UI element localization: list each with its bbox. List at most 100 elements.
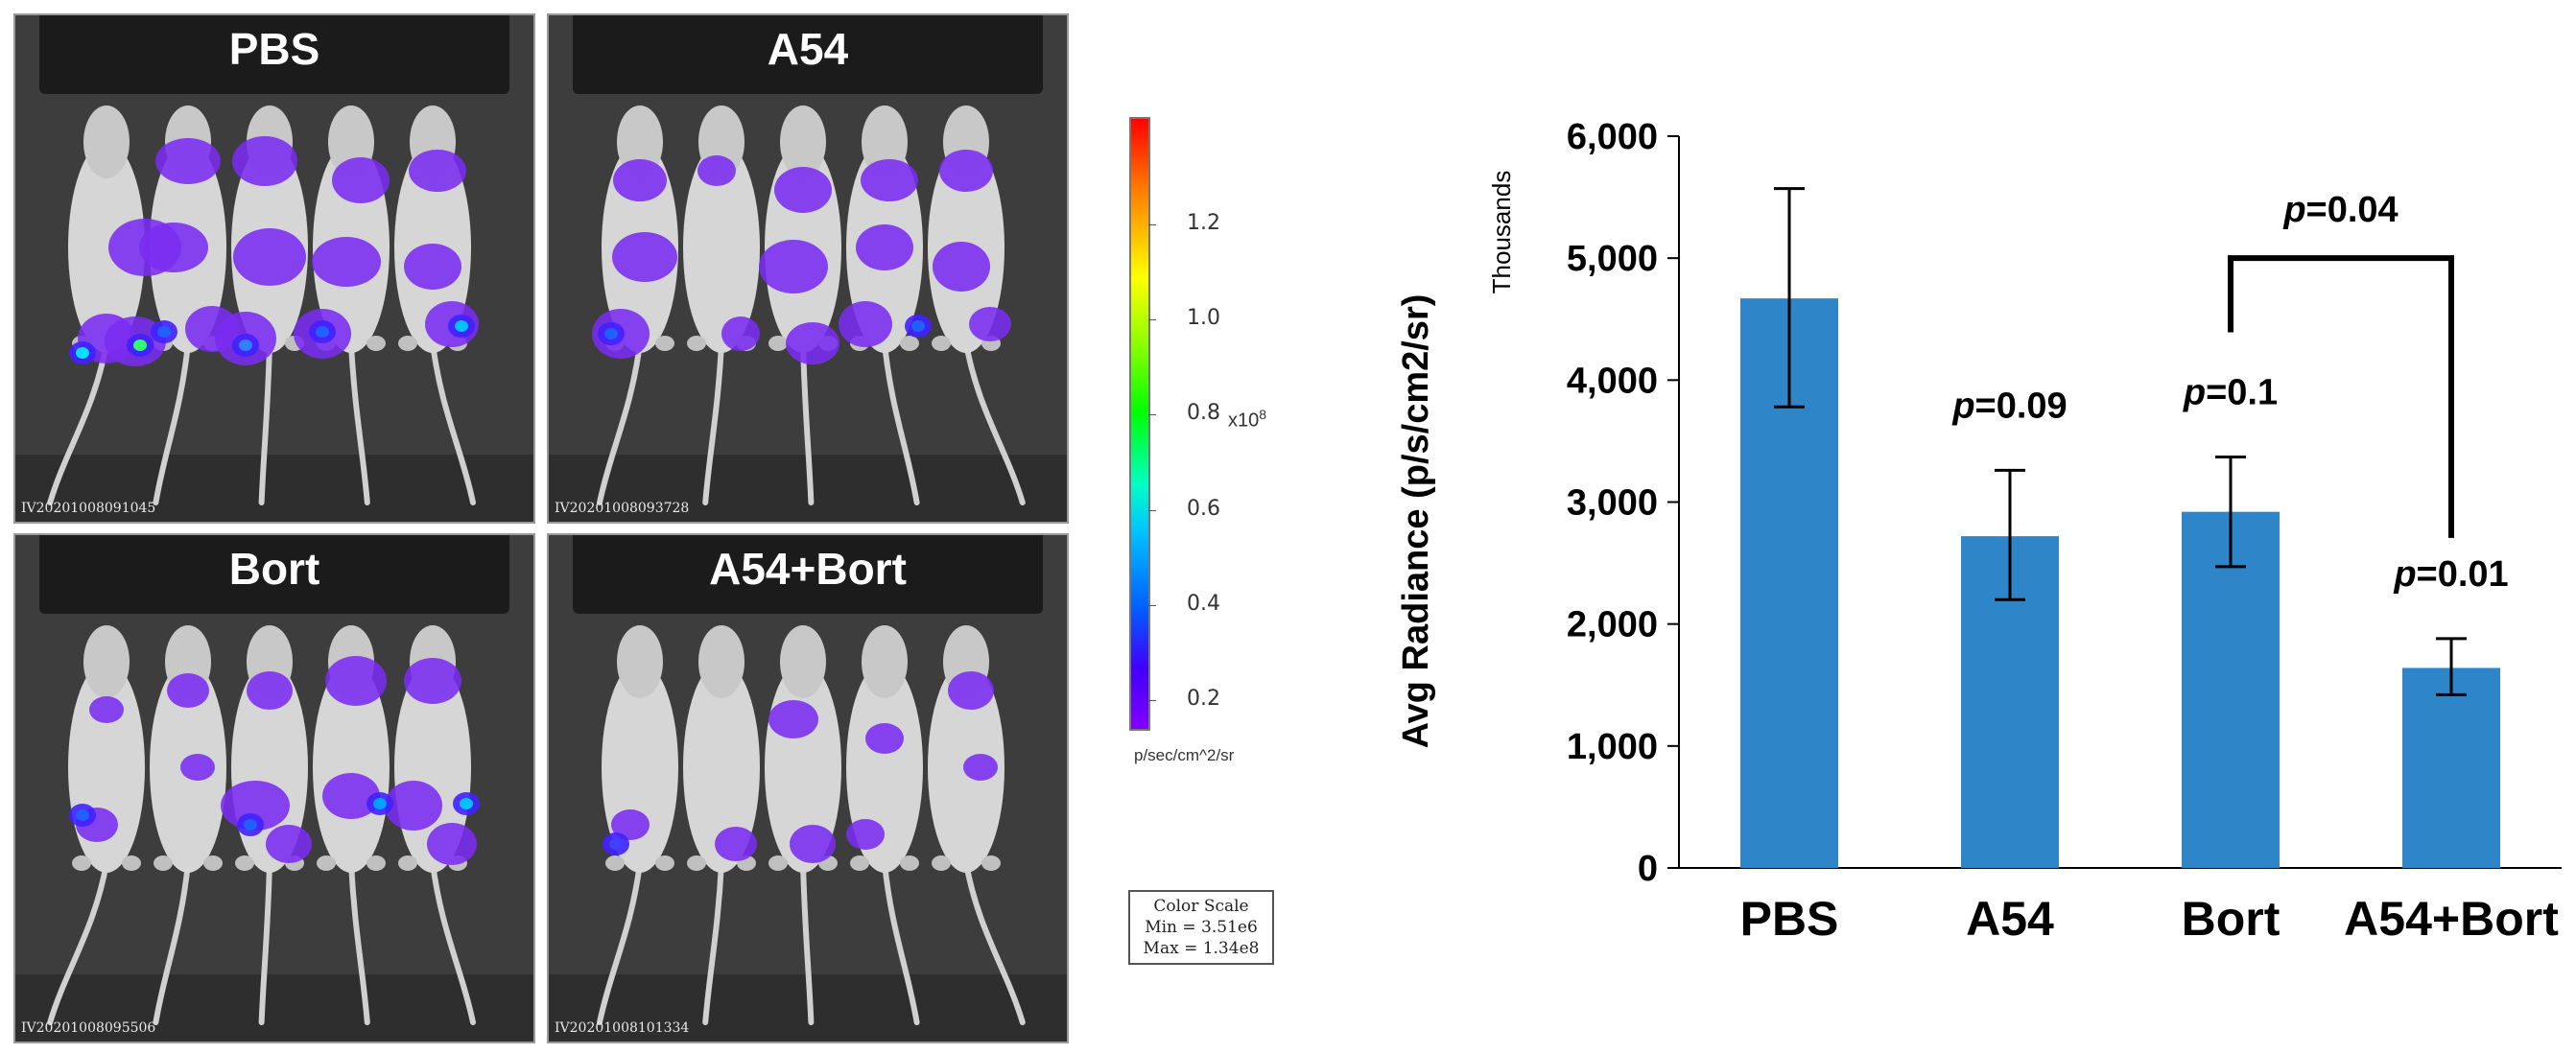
bioluminescence-signal [409,150,466,192]
bioluminescence-signal [613,159,667,201]
bioluminescence-signal [247,671,293,710]
colorbar-tick [1148,319,1156,320]
mouse-head [780,625,826,698]
y-axis-label: Avg Radiance (p/s/cm2/sr) [1396,294,1436,749]
mouse-tail [430,860,476,1025]
bioluminescence-signal [611,809,650,840]
color-scale-title: Color Scale [1153,897,1249,916]
mouse-paw [605,855,625,871]
mouse-paw [655,855,674,871]
image-id: IV20201008091045 [21,501,156,516]
mouse-paw [317,855,336,871]
panel-label-bar [573,15,1043,94]
colorbar-tick-label: 0.6 [1187,497,1220,521]
color-scale-box: Color Scale Min = 3.51e6 Max = 1.34e8 [1128,890,1274,965]
x-tick-label: PBS [1740,892,1839,946]
mouse-head [83,625,130,698]
p-value-prefix: p [2282,190,2305,230]
mouse-tail [597,860,643,1025]
mouse-tail [348,860,370,1025]
mouse-paw [398,855,417,871]
colorbar-tick [1148,605,1156,606]
mouse-paw [850,855,869,871]
mouse-paw [398,336,417,351]
bioluminescence-signal [266,825,312,863]
mouse-tail [258,860,272,1025]
bioluminescence-signal [404,658,461,704]
mouse-tail [348,340,370,505]
bioluminescence-signal [839,301,892,347]
mouse-paw [900,336,919,351]
mouse-paw [154,855,173,871]
mouse-paw [768,336,788,351]
bioluminescence-signal [167,673,209,708]
mouse-bioluminescence-image [549,15,1067,522]
x-tick-label: Bort [2182,892,2281,946]
bioluminescence-hotspot-core [455,320,468,332]
mouse-head [83,105,130,178]
bioluminescence-hotspot-core [76,809,89,821]
mouse-bioluminescence-image [15,535,533,1042]
mouse-paw [203,855,223,871]
x-tick-label: A54+Bort [2344,892,2559,946]
colorbar-tick-label: 1.0 [1187,306,1220,330]
panel-title: PBS [228,24,320,74]
bioluminescence-hotspot-core [239,340,252,351]
mouse-paw [687,336,706,351]
mouse-paw [900,855,919,871]
significance-bracket [2228,255,2454,538]
mouse-bioluminescence-image [549,535,1067,1042]
colorbar-tick-label: 0.2 [1187,687,1220,711]
colorbar-exponent: x108 [1228,407,1267,432]
p-value-prefix: p [1951,386,1974,426]
y-tick-label: 5,000 [1567,239,1658,279]
panel-label-bar [39,15,509,94]
mouse-body [683,662,760,873]
color-scale-max: Max = 1.34e8 [1143,939,1260,958]
mouse-paw [72,855,91,871]
mouse-bioluminescence-image [15,15,533,522]
bioluminescence-signal [939,150,993,192]
p-value-prefix: p [2183,372,2206,412]
p-value-annotation: p=0.09 [1951,386,2067,426]
mouse-tail [702,340,724,505]
bioluminescence-hotspot-core [373,798,387,809]
y-tick-label: 6,000 [1567,117,1658,157]
mouse-head [698,625,744,698]
colorbar-tick [1148,510,1156,511]
mouse-head [617,625,663,698]
image-id: IV20201008095506 [21,1020,156,1036]
mouse-tail [258,340,272,505]
mouse-head [862,625,908,698]
bioluminescence-hotspot-core [604,328,618,340]
bioluminescence-signal [715,827,757,861]
colorbar-tick-label: 0.8 [1187,401,1220,425]
mouse-paw [122,855,141,871]
bioluminescence-signal [233,228,306,286]
panel-title: Bort [228,544,320,594]
bioluminescence-signal [948,671,994,710]
mouse-body [683,142,760,353]
p-value-text: =0.01 [2417,554,2509,595]
colorbar-tick-label: 0.4 [1187,592,1220,616]
mouse-tail [963,340,1026,505]
image-id: IV20201008093728 [555,501,690,516]
panel-floor [15,974,533,1042]
bioluminescence-signal [325,656,387,706]
mouse-paw [235,855,254,871]
bioluminescence-hotspot-core [316,326,329,338]
y-tick-label: 1,000 [1567,727,1658,767]
bioluminescence-signal [89,696,124,723]
imaging-panel-a54: A54 IV20201008093728 [547,13,1069,524]
y-tick-label: 4,000 [1567,361,1658,401]
bioluminescence-signal [969,307,1011,341]
image-id: IV20201008101334 [555,1020,690,1036]
panel-floor [15,455,533,522]
bioluminescence-signal [861,159,918,201]
imaging-panel-bort: Bort IV20201008095506 [13,533,535,1043]
imaging-panel-a54-bort: A54+Bort IV20201008101334 [547,533,1069,1043]
mouse-body [68,142,145,353]
mouse-tail [882,860,920,1025]
mouse-paw [768,855,788,871]
mouse-tail [963,860,1026,1025]
